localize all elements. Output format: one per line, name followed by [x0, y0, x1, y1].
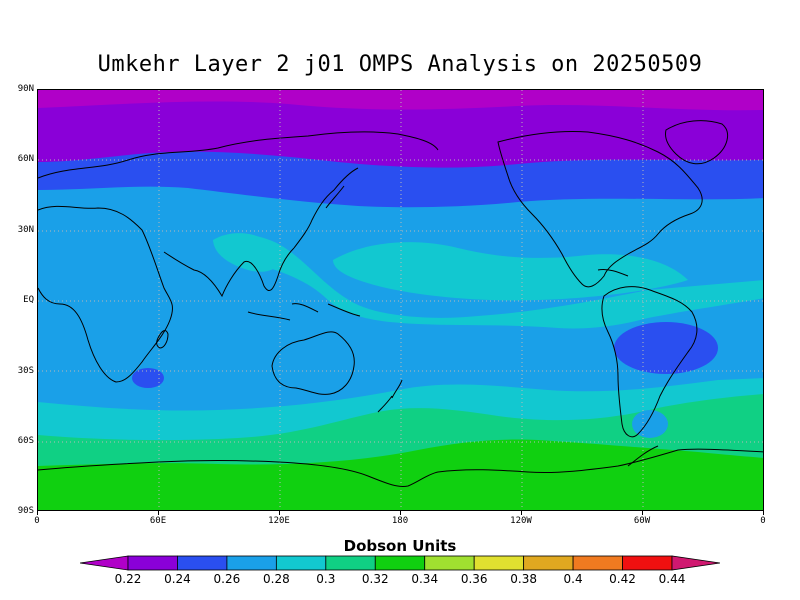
coastline-new-zealand [377, 379, 403, 413]
coastline-east-asia [293, 167, 359, 249]
lon-tick-120w: 120W [510, 516, 532, 526]
colorbar-label: 0.32 [361, 572, 389, 586]
coastline-japan [325, 185, 345, 209]
lon-tick-120e: 120E [268, 516, 290, 526]
colorbar-label: 0.42 [609, 572, 636, 586]
coastline-antarctica [38, 448, 763, 487]
frame-tick [763, 511, 764, 515]
colorbar-swatch [226, 555, 277, 571]
coastline-greenland [665, 120, 729, 165]
colorbar-swatch [325, 555, 376, 571]
colorbar-swatch [473, 555, 525, 571]
frame-tick [158, 511, 159, 515]
coastline-caribbean [597, 269, 629, 277]
colorbar-high-arrow [671, 555, 720, 571]
frame-tick [279, 511, 280, 515]
colorbar-label: 0.26 [213, 572, 241, 586]
field-0-30-tropics [218, 234, 763, 329]
coastline-indonesia [247, 303, 361, 321]
colorbar [80, 555, 720, 571]
field-0-28-atlantic-patch [632, 410, 668, 438]
coastline-australia [271, 331, 355, 395]
lat-tick-30n: 30N [17, 225, 34, 235]
colorbar-label: 0.36 [460, 572, 488, 586]
coastline-eurasia-north [38, 131, 439, 179]
coastline-asia-south [163, 247, 295, 298]
colorbar-label: 0.3 [316, 572, 336, 586]
field-0-22-north [38, 90, 763, 111]
frame-tick [521, 511, 522, 515]
colorbar-swatch [424, 555, 475, 571]
lon-tick-60e: 60E [149, 516, 167, 526]
colorbar-swatch [572, 555, 623, 571]
colorbar-label: 0.44 [658, 572, 686, 586]
lon-tick-0-east: 0 [760, 516, 766, 526]
lat-tick-60n: 60N [17, 154, 34, 164]
lat-tick-90s: 90S [17, 506, 34, 516]
frame-tick [642, 511, 643, 515]
colorbar-swatch [275, 555, 327, 571]
colorbar-swatch [523, 555, 574, 571]
field-0-26-indian-ocean [132, 368, 164, 388]
colorbar-label: 0.24 [164, 572, 191, 586]
coastline-antarctic-peninsula [627, 445, 659, 467]
colorbar-swatch [374, 555, 426, 571]
coastline-north-america [497, 131, 703, 288]
coastline-south-america [601, 286, 698, 438]
field-0-24-north [38, 90, 763, 168]
field-0-30-pacific [333, 242, 688, 301]
colorbar-title: Dobson Units [343, 537, 457, 555]
lat-tick-eq: EQ [23, 295, 34, 305]
lat-tick-60s: 60S [17, 436, 34, 446]
field-0-30-se-asia [213, 233, 281, 272]
lon-tick-180: 180 [391, 516, 409, 526]
lon-tick-60w: 60W [633, 516, 651, 526]
coastline-madagascar [156, 330, 169, 349]
lat-tick-30s: 30S [17, 366, 34, 376]
lon-tick-0: 0 [34, 516, 40, 526]
colorbar-low-arrow [80, 555, 129, 571]
lat-tick-90n: 90N [17, 84, 34, 94]
colorbar-swatch [127, 555, 178, 571]
frame-tick [400, 511, 401, 515]
frame-tick [37, 511, 38, 515]
colorbar-label: 0.28 [263, 572, 290, 586]
colorbar-swatch [177, 555, 228, 571]
colorbar-label: 0.34 [411, 572, 439, 586]
colorbar-label: 0.4 [563, 572, 583, 586]
field-0-26-south-america [614, 322, 718, 374]
ozone-contour-map [38, 90, 763, 510]
colorbar-label: 0.38 [510, 572, 537, 586]
colorbar-label: 0.22 [114, 572, 142, 586]
map-panel [37, 89, 764, 511]
map-title: Umkehr Layer 2 j01 OMPS Analysis on 2025… [97, 52, 703, 77]
coastlines [38, 120, 763, 487]
colorbar-swatch [622, 555, 673, 571]
